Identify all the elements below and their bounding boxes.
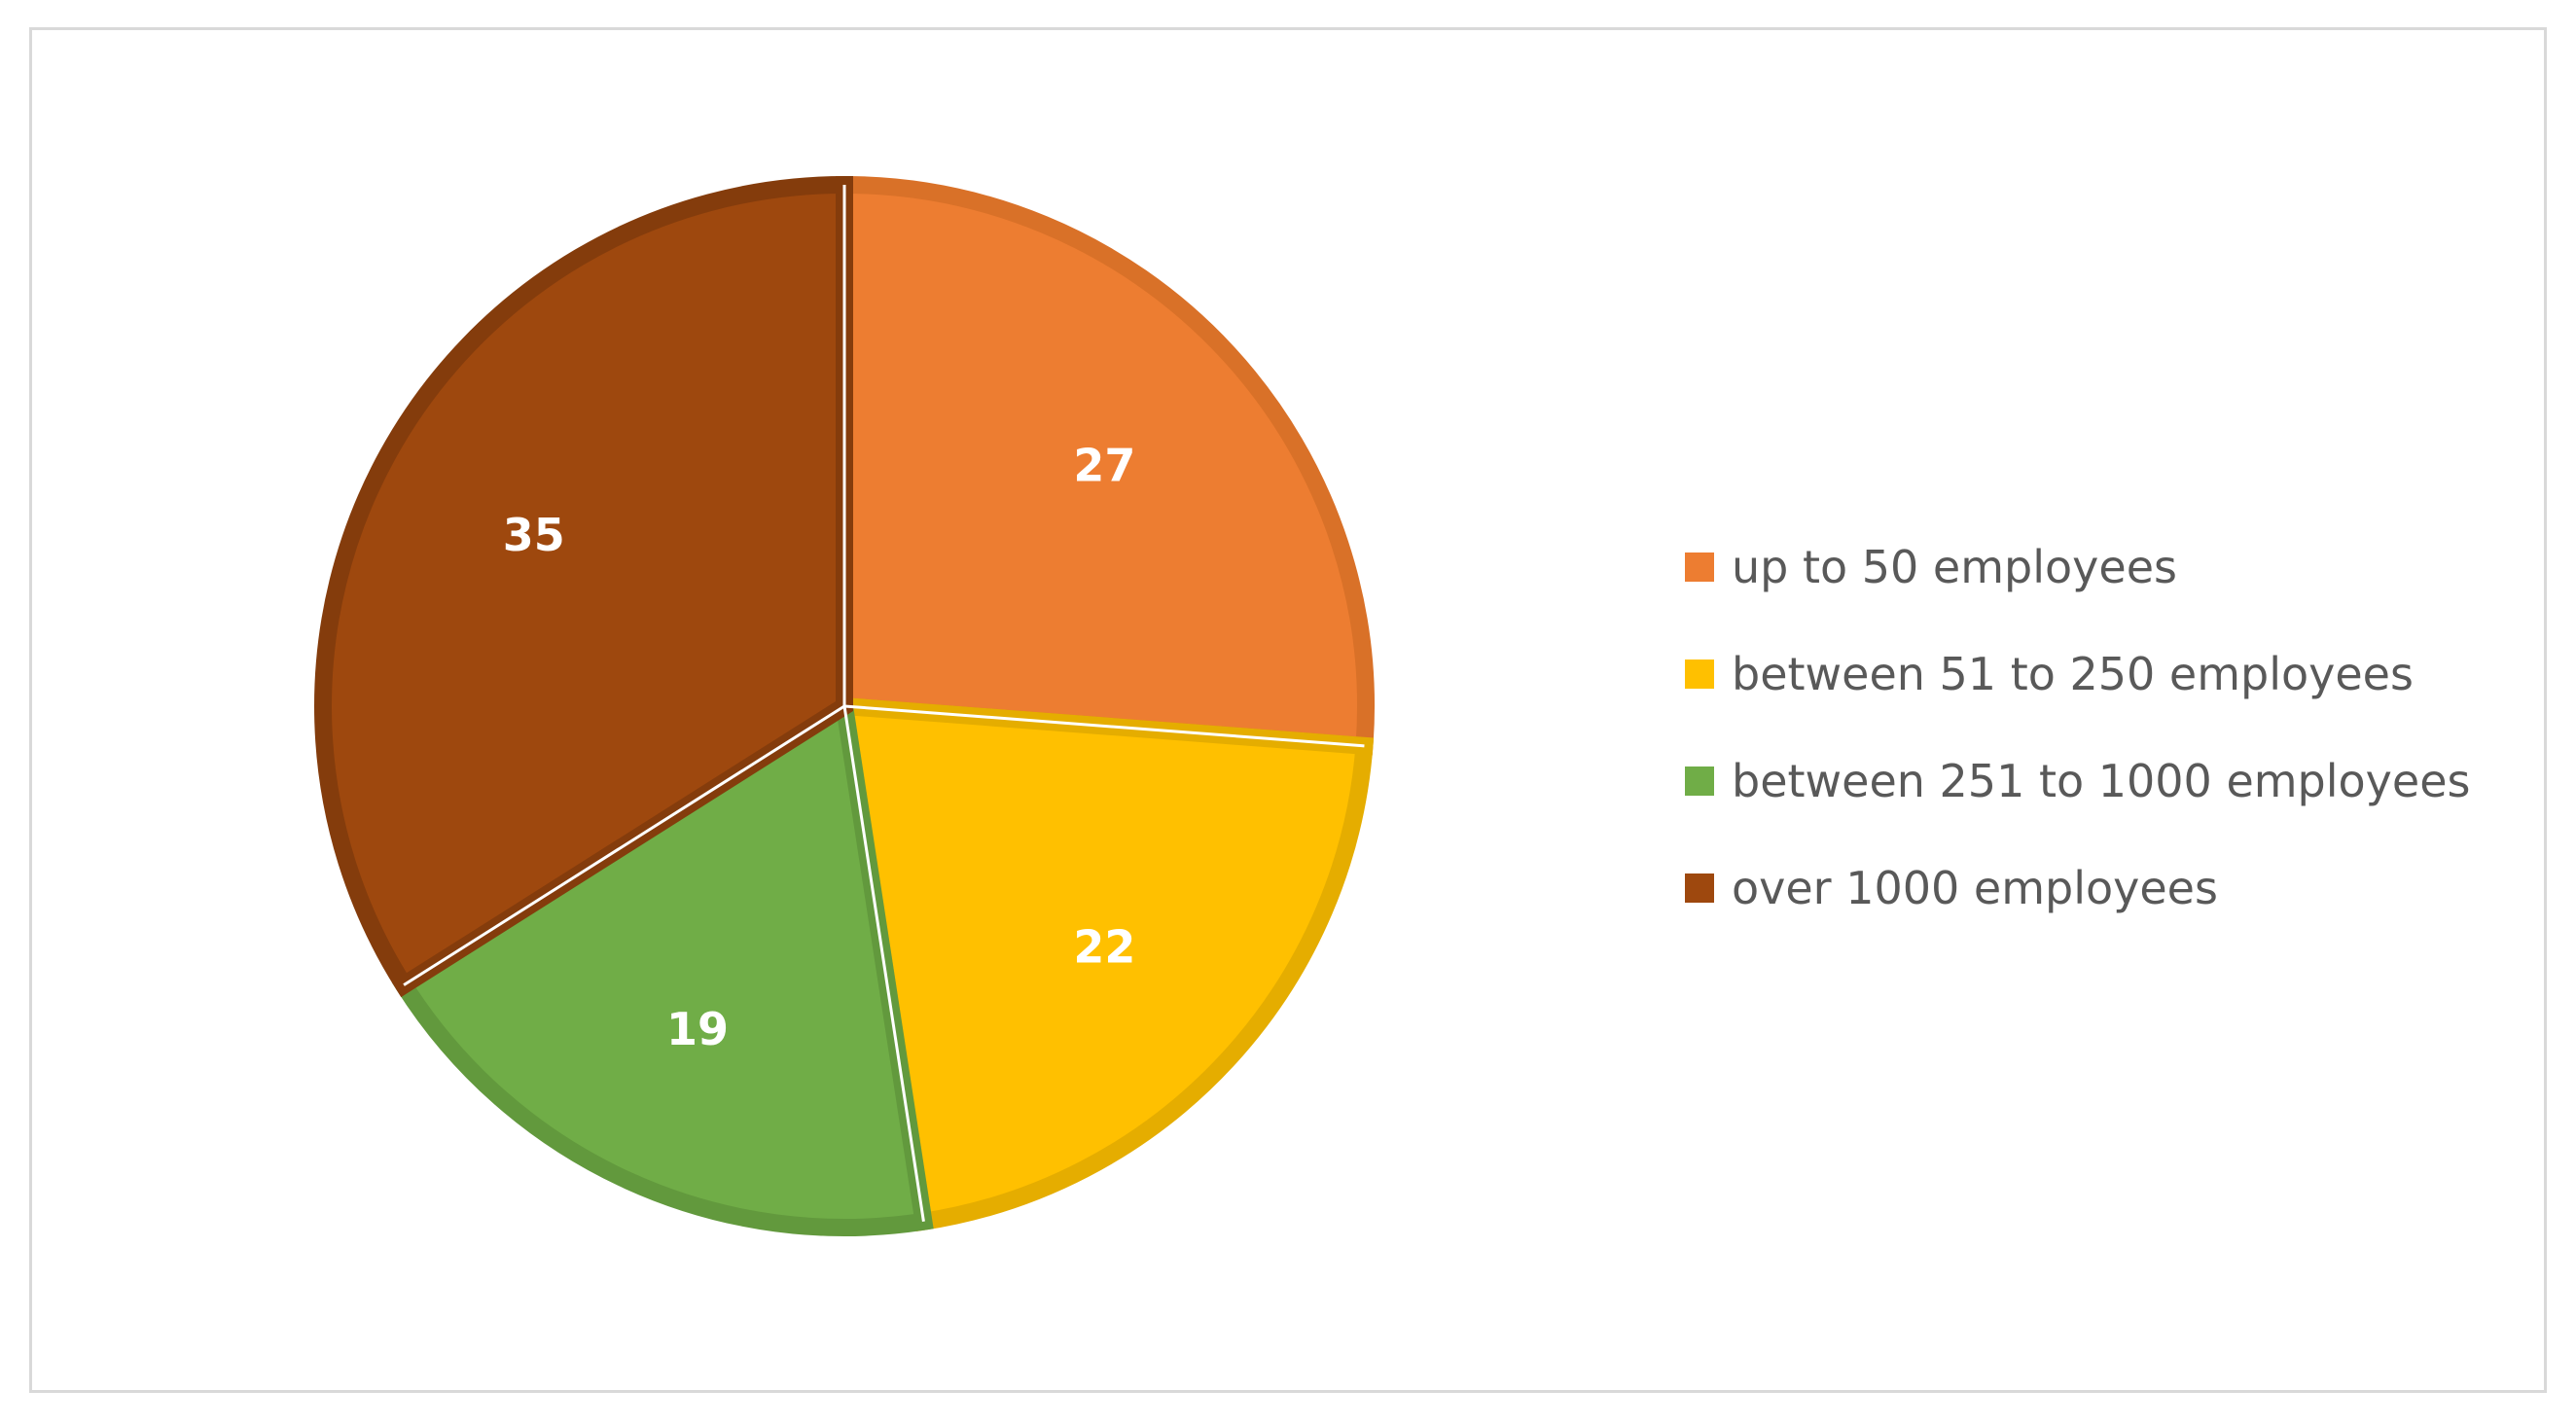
legend-label: over 1000 employees bbox=[1732, 862, 2218, 914]
data-label-1: 27 bbox=[1073, 439, 1135, 491]
legend-swatch bbox=[1685, 766, 1714, 796]
legend: up to 50 employees between 51 to 250 empl… bbox=[1685, 514, 2470, 942]
legend-item: over 1000 employees bbox=[1685, 835, 2470, 942]
legend-swatch bbox=[1685, 660, 1714, 689]
legend-label: between 51 to 250 employees bbox=[1732, 648, 2414, 700]
legend-swatch bbox=[1685, 553, 1714, 582]
legend-swatch bbox=[1685, 873, 1714, 903]
data-label-3: 19 bbox=[666, 1003, 729, 1055]
legend-item: up to 50 employees bbox=[1685, 514, 2470, 621]
pie-slice-1 bbox=[836, 175, 1375, 756]
slice-separator bbox=[403, 704, 845, 986]
legend-item: between 51 to 250 employees bbox=[1685, 621, 2470, 728]
pie-slice-4 bbox=[314, 175, 853, 998]
legend-label: up to 50 employees bbox=[1732, 541, 2177, 593]
data-label-2: 22 bbox=[1073, 921, 1135, 974]
legend-label: between 251 to 1000 employees bbox=[1732, 755, 2471, 807]
legend-item: between 251 to 1000 employees bbox=[1685, 728, 2470, 835]
pie-slice-2 bbox=[834, 696, 1375, 1232]
pie-slice-3 bbox=[391, 692, 934, 1236]
pie-slices bbox=[314, 175, 1375, 1236]
data-label-4: 35 bbox=[503, 509, 565, 561]
slice-separator bbox=[843, 704, 1365, 748]
data-labels: 27 22 19 35 bbox=[503, 439, 1136, 1054]
slice-separator bbox=[842, 705, 925, 1223]
